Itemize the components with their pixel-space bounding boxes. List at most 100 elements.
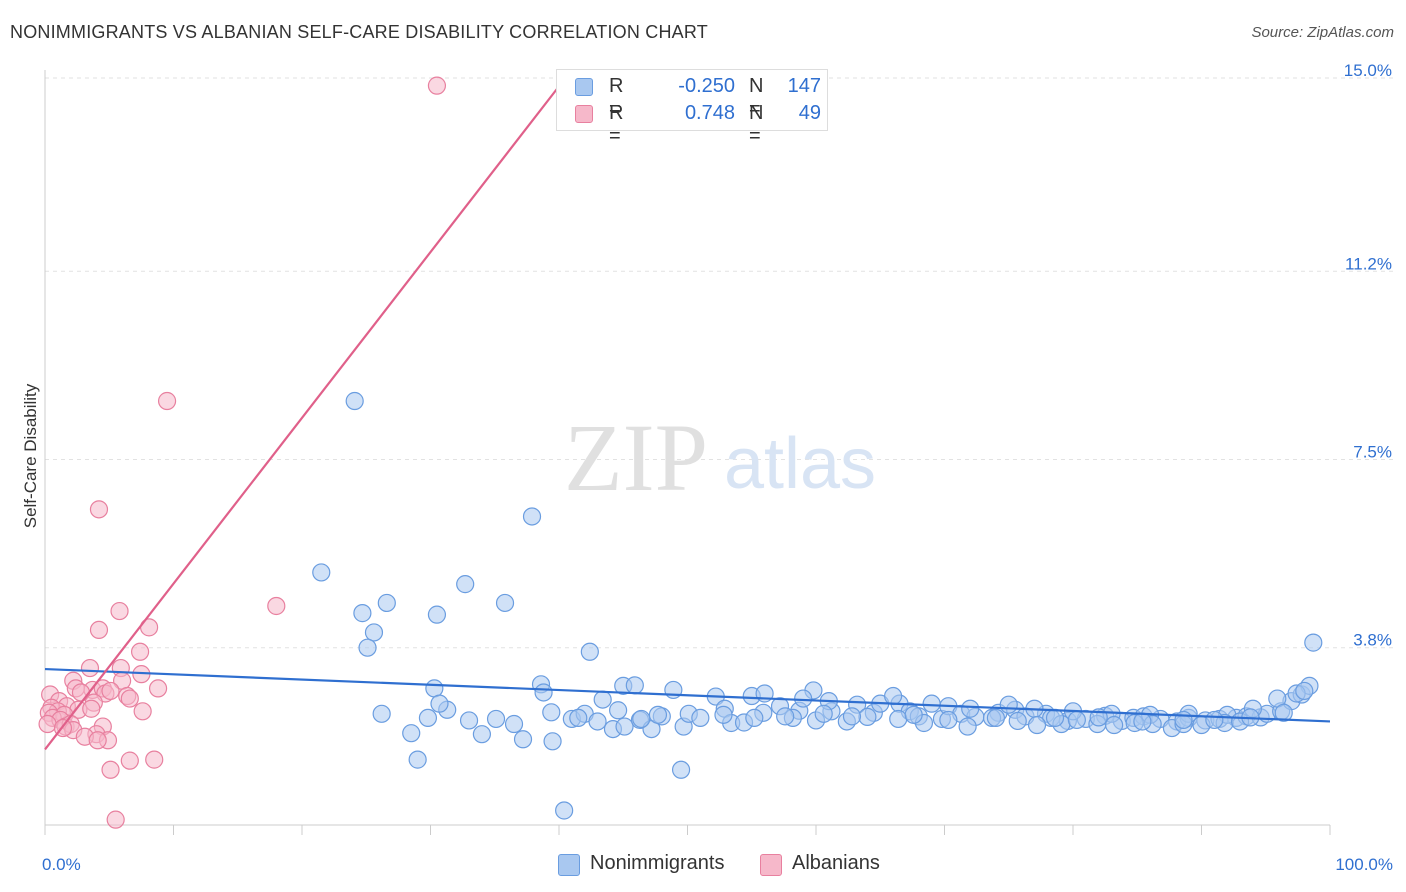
nonimmigrants-point [495,593,515,613]
nonimmigrants-point [1274,703,1293,722]
albanians-point [88,731,107,750]
source-label: Source: ZipAtlas.com [1251,24,1394,41]
albanians-point [267,596,286,616]
nonimmigrants-point [625,676,644,695]
nonimmigrants-point [345,391,364,411]
nonimmigrants-point [377,593,396,613]
nonimmigrants-point [958,717,977,736]
nonimmigrants-point [922,694,941,713]
nonimmigrants-point [372,704,391,723]
watermark-atlas: atlas [724,424,876,504]
nonimmigrants-point [1295,681,1314,701]
legend-swatch-blue [575,78,593,96]
y-tick-label: 15.0% [1344,61,1392,80]
nonimmigrants-trend-line [44,667,1331,723]
nonimmigrants-point [408,750,427,769]
nonimmigrants-point [513,730,533,749]
nonimmigrants-point [542,703,561,722]
albanians-point [427,76,447,95]
nonimmigrants-point [1027,715,1047,735]
nonimmigrants-point [632,709,651,729]
albanians-point [38,714,57,734]
nonimmigrants-point [580,642,599,661]
correlation-legend: R = -0.250 N = 147 R = 0.748 N = 49 [556,69,828,147]
nonimmigrants-point [588,712,607,731]
albanians-point [89,500,109,519]
nonimmigrants-point [364,623,384,642]
x-tick-label: 100.0% [1335,855,1393,874]
nonimmigrants-point [522,507,542,526]
legend-n-label: N = [749,102,764,147]
albanians-point [89,620,109,640]
nonimmigrants-point [1008,711,1027,731]
nonimmigrants-point [430,694,449,713]
legend-n-value: 49 [798,102,821,124]
nonimmigrants-point [858,707,877,726]
albanians-point [101,681,120,701]
legend-r-value: 0.748 [684,102,735,124]
albanians-point [80,658,100,678]
nonimmigrants-point [776,707,795,726]
albanians-point [106,810,125,829]
legend-r-label: R = [609,102,624,147]
nonimmigrants-point [986,708,1006,728]
nonimmigrants-point [486,709,506,729]
nonimmigrants-point [472,725,491,744]
y-axis-label: Self-Care Disability [21,383,40,528]
nonimmigrants-point [543,732,562,751]
legend-label-nonimmigrants: Nonimmigrants [590,852,725,874]
nonimmigrants-point [402,724,421,743]
y-tick-label: 3.8% [1353,631,1392,650]
nonimmigrants-point [593,690,612,709]
nonimmigrants-point [615,717,634,736]
albanians-point [133,702,152,721]
nonimmigrants-point [671,760,691,779]
albanians-point [130,642,150,661]
legend-swatch-pink [575,105,593,123]
grid-lines [45,77,1395,649]
watermark-zip: ZIP [564,404,708,511]
tick-labels: 3.8% 7.5% 11.2% 15.0% 0.0% 100.0% [42,61,1393,874]
albanians-point [145,750,164,769]
nonimmigrants-point [1174,710,1193,730]
nonimmigrants-point [714,705,733,724]
x-tick-label: 0.0% [42,855,81,874]
legend-n-label: N = [749,75,764,120]
nonimmigrants-point [1067,710,1086,730]
nonimmigrants-point [1045,708,1065,728]
nonimmigrants-point [504,714,524,734]
trend-lines [44,77,1331,751]
nonimmigrants-points [312,391,1323,820]
nonimmigrants-point [961,699,980,718]
nonimmigrants-point [814,704,833,723]
nonimmigrants-point [883,686,903,706]
nonimmigrants-point [555,801,574,820]
nonimmigrants-point [999,695,1018,714]
nonimmigrants-point [904,705,923,724]
nonimmigrants-point [312,563,331,582]
nonimmigrants-point [648,705,668,724]
watermark: ZIP atlas [564,404,876,511]
nonimmigrants-point [1133,712,1152,731]
nonimmigrants-point [459,711,479,730]
nonimmigrants-point [353,604,372,623]
nonimmigrants-point [427,605,447,624]
nonimmigrants-point [569,708,588,728]
albanians-trend-line [44,77,567,751]
albanians-point [82,699,101,718]
nonimmigrants-point [534,683,553,702]
y-tick-label: 7.5% [1353,443,1392,462]
albanians-point [101,760,120,779]
albanians-point [110,601,129,621]
nonimmigrants-point [1205,710,1224,730]
nonimmigrants-point [1304,633,1323,652]
nonimmigrants-point [745,708,764,728]
albanians-point [120,751,139,770]
legend-swatch-blue [558,854,580,876]
nonimmigrants-point [691,708,710,728]
chart-title: NONIMMIGRANTS VS ALBANIAN SELF-CARE DISA… [10,22,708,42]
nonimmigrants-point [1105,715,1124,735]
albanians-point [148,679,168,698]
albanians-point [157,391,177,411]
